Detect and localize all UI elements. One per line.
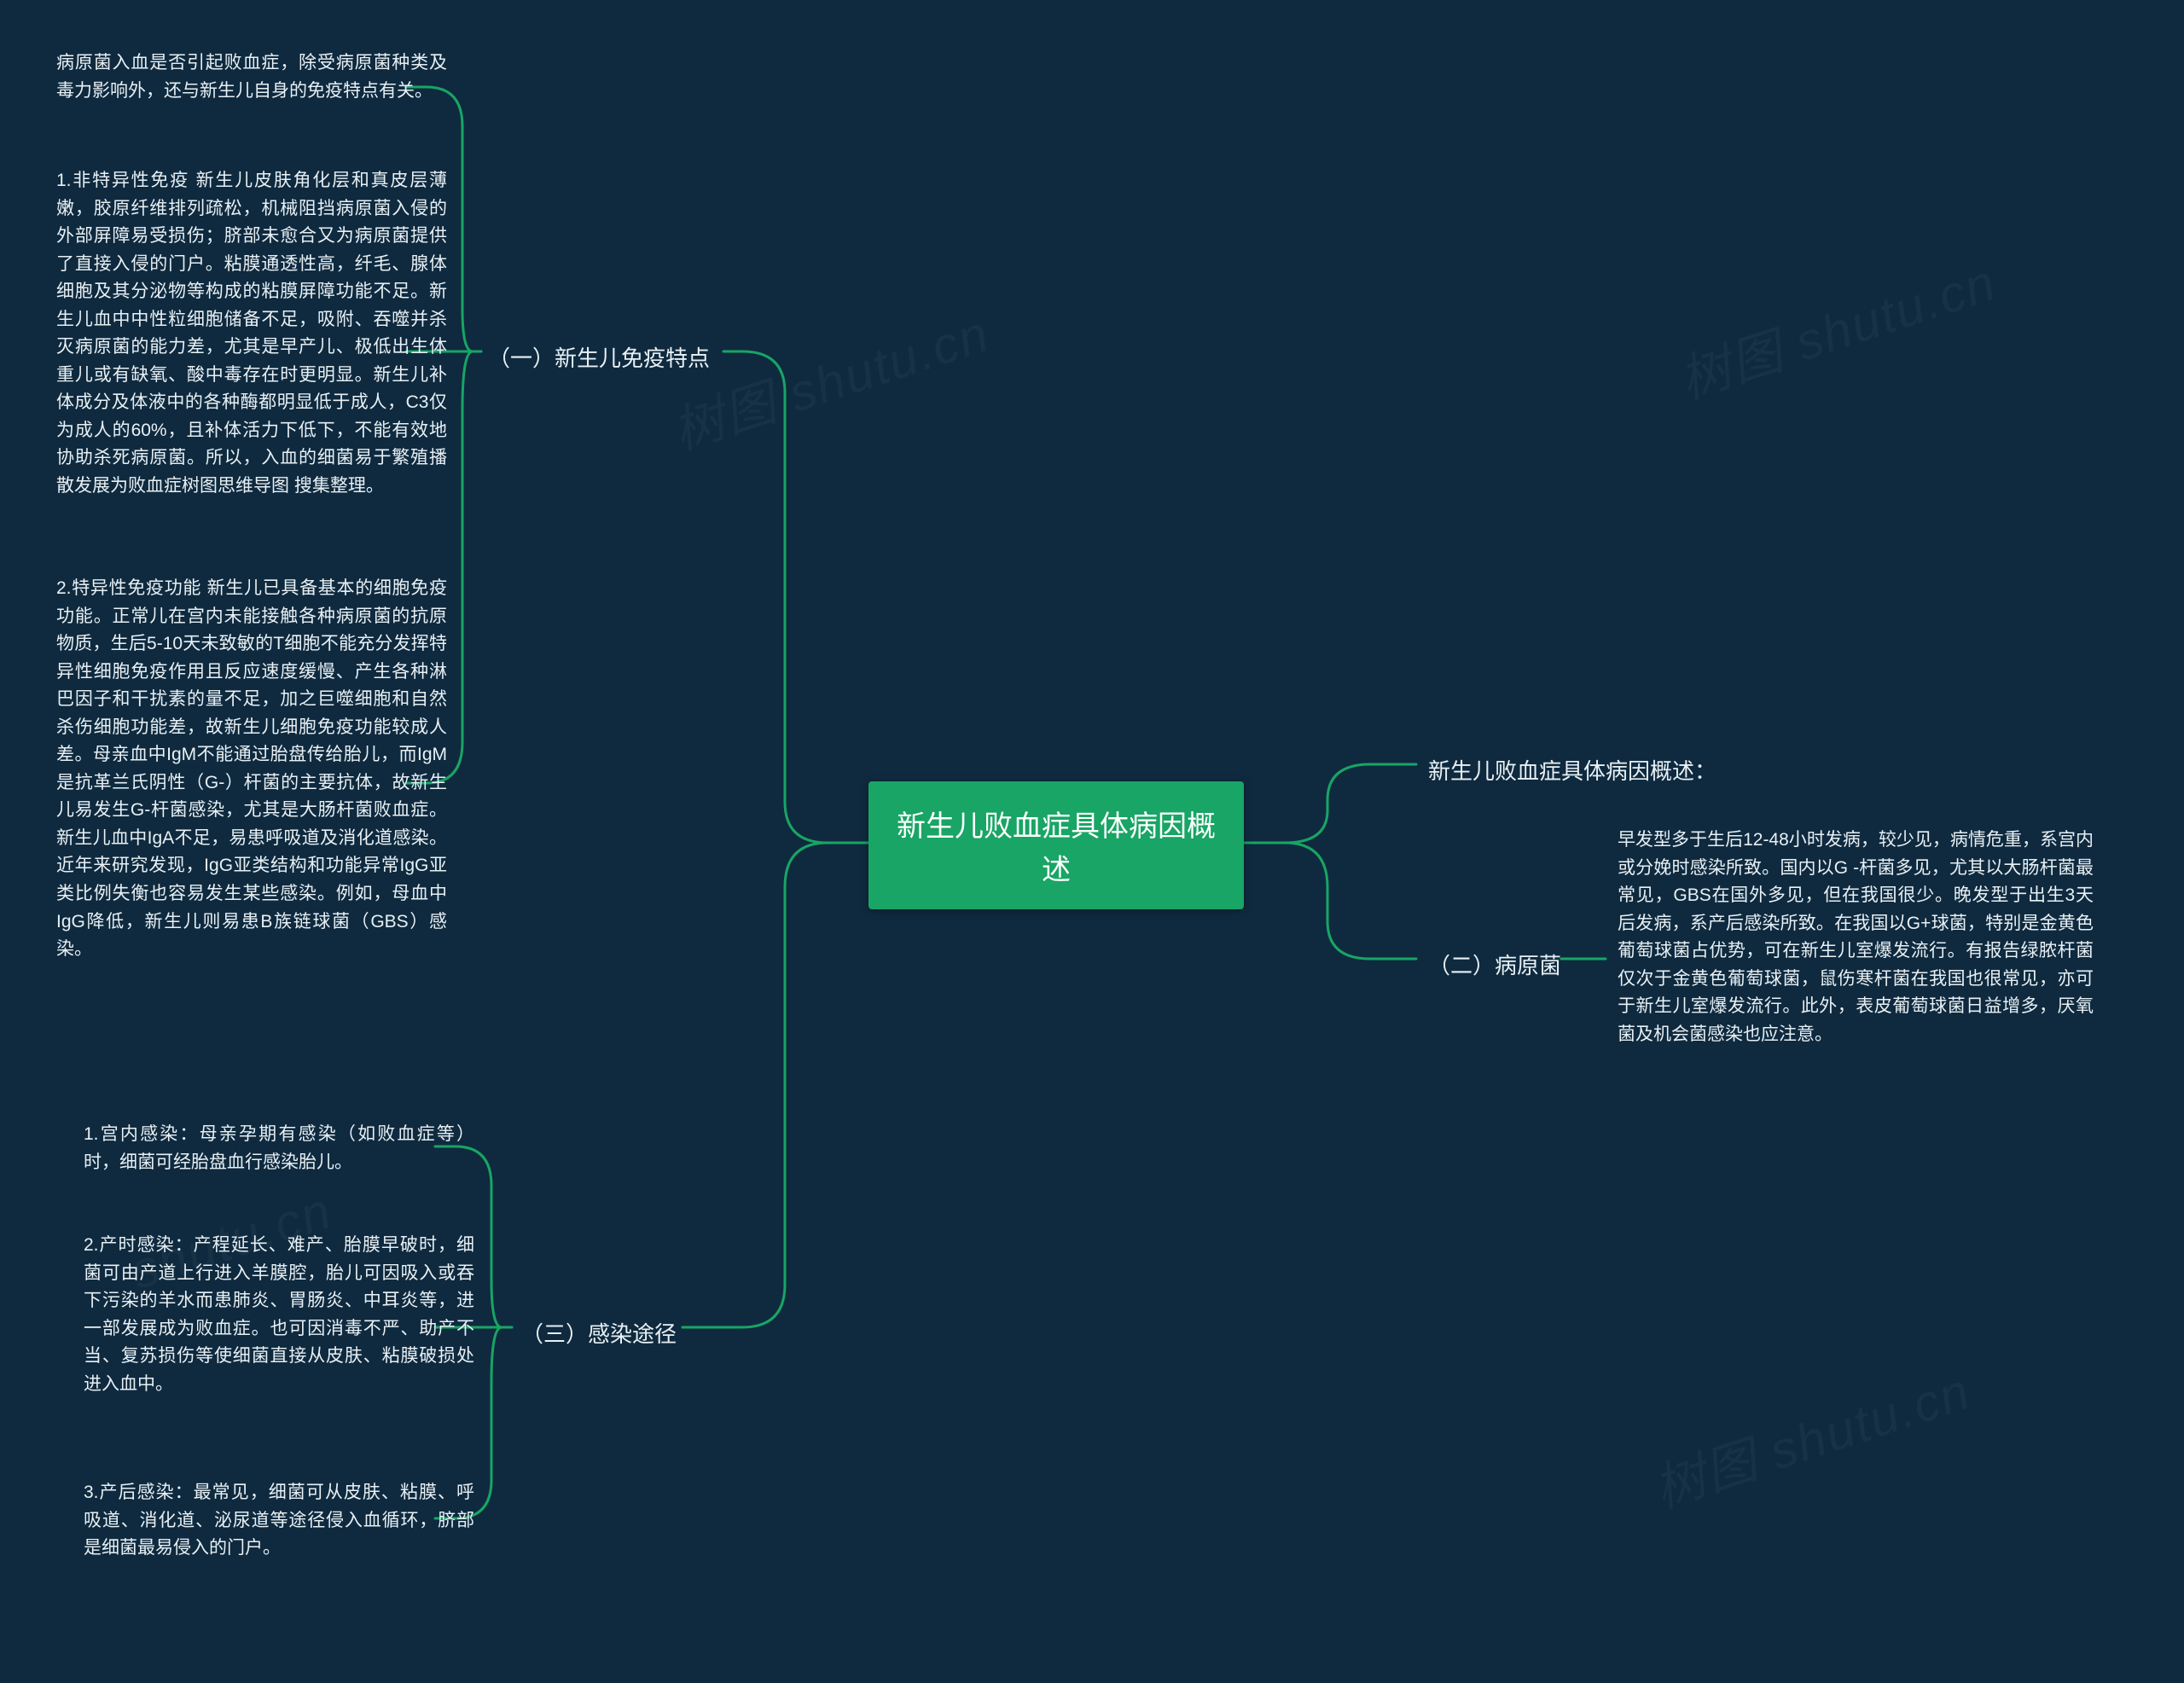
leaf-route-2[interactable]: 2.产时感染：产程延长、难产、胎膜早破时，细菌可由产道上行进入羊膜腔，胎儿可因吸… [78, 1228, 479, 1402]
watermark-4: 树图 shutu.cn [1643, 1350, 1979, 1523]
connector-3 [1244, 764, 1416, 843]
leaf-immune-2[interactable]: 1.非特异性免疫 新生儿皮肤角化层和真皮层薄嫩，胶原纤维排列疏松，机械阻挡病原菌… [51, 164, 452, 504]
center-node[interactable]: 新生儿败血症具体病因概 述 [868, 781, 1244, 909]
mindmap-canvas: 树图 shutu.cn树图 shutu.cnshutu.cn树图 shutu.c… [0, 0, 2184, 1683]
leaf-immune-3[interactable]: 2.特异性免疫功能 新生儿已具备基本的细胞免疫功能。正常儿在宫内未能接触各种病原… [51, 572, 452, 967]
leaf-pathogen-detail[interactable]: 早发型多于生后12-48小时发病，较少见，病情危重，系宫内或分娩时感染所致。国内… [1612, 823, 2099, 1052]
watermark-2: 树图 shutu.cn [1669, 241, 2005, 414]
branch-overview[interactable]: 新生儿败血症具体病因概述： [1423, 751, 1722, 792]
leaf-immune-1[interactable]: 病原菌入血是否引起败血症，除受病原菌种类及毒力影响外，还与新生儿自身的免疫特点有… [51, 46, 452, 108]
branch-immune[interactable]: （一）新生儿免疫特点 [483, 338, 715, 379]
leaf-route-3[interactable]: 3.产后感染：最常见，细菌可从皮肤、粘膜、呼吸道、消化道、泌尿道等途径侵入血循环… [78, 1476, 479, 1566]
leaf-route-1[interactable]: 1.宫内感染：母亲孕期有感染（如败血症等）时，细菌可经胎盘血行感染胎儿。 [78, 1117, 479, 1180]
branch-route[interactable]: （三）感染途径 [516, 1314, 682, 1355]
connector-4 [1244, 843, 1416, 959]
connector-1 [723, 351, 868, 843]
branch-pathogen[interactable]: （二）病原菌 [1423, 945, 1566, 986]
connector-2 [682, 843, 868, 1327]
